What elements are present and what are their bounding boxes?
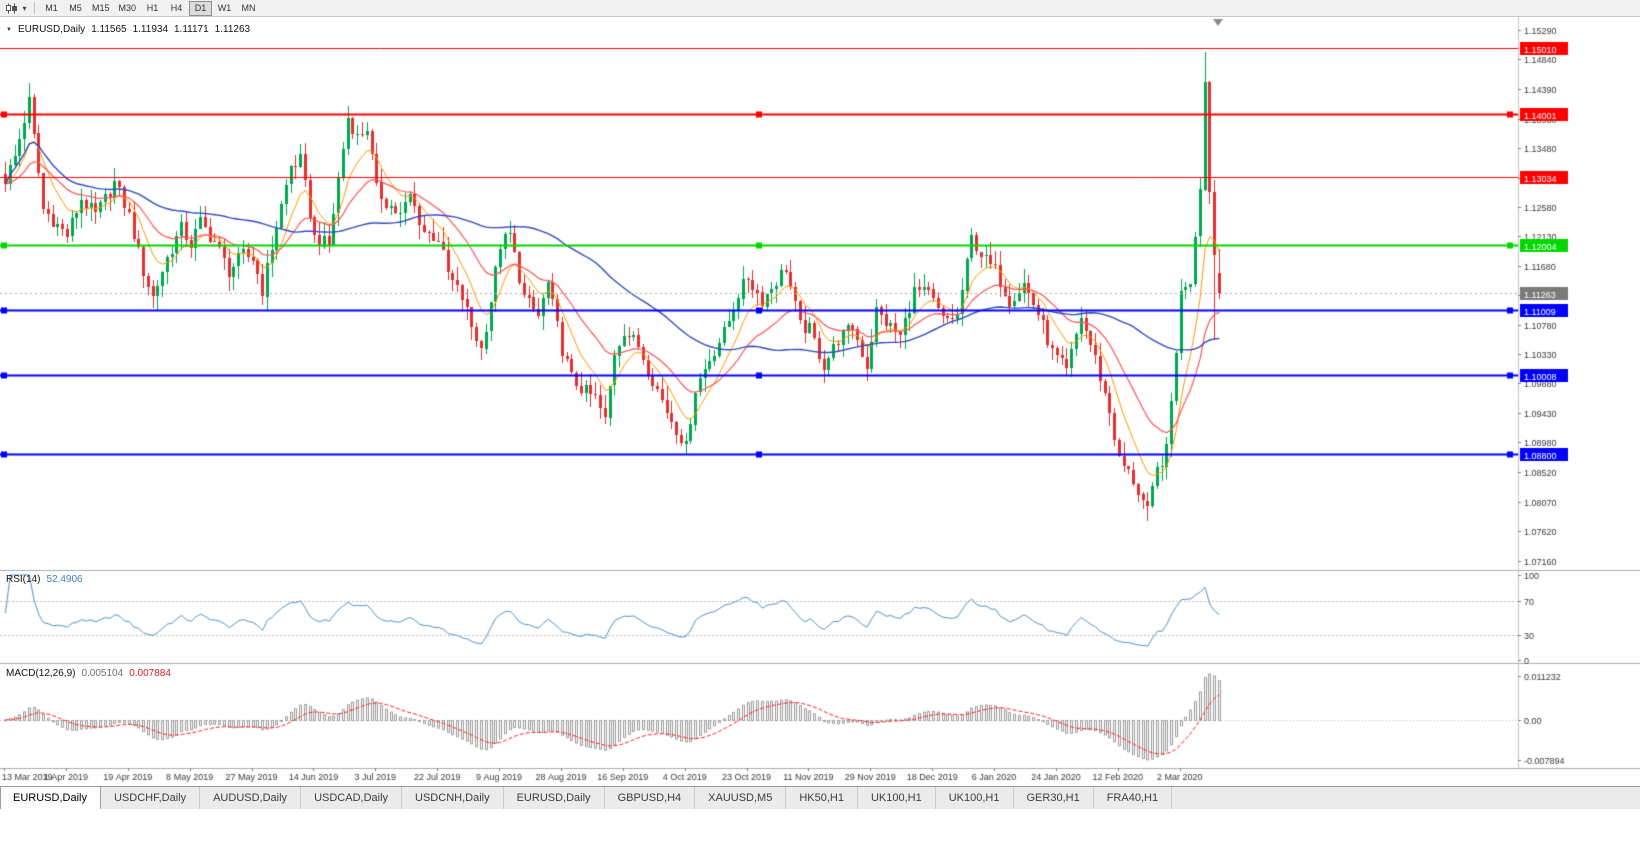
macd-main-value: 0.005104 (81, 668, 124, 679)
rsi-current-value: 52.4906 (46, 574, 83, 585)
timeframe-mn-button[interactable]: MN (237, 1, 260, 16)
timeframe-m5-button[interactable]: M5 (64, 1, 87, 16)
chart-tab-audusd-daily[interactable]: AUDUSD,Daily (200, 787, 302, 809)
timeframe-w1-button[interactable]: W1 (213, 1, 236, 16)
chart-tab-ger30-h1[interactable]: GER30,H1 (1014, 787, 1094, 809)
chart-tab-usdchf-daily[interactable]: USDCHF,Daily (101, 787, 201, 809)
chart-tab-usdcnh-daily[interactable]: USDCNH,Daily (402, 787, 504, 809)
chart-tab-eurusd-daily-2[interactable]: EURUSD,Daily (504, 787, 605, 809)
chart-tab-uk100-h1-2[interactable]: UK100,H1 (936, 787, 1014, 809)
timeframe-h4-button[interactable]: H4 (165, 1, 188, 16)
chart-tab-xauusd-m5[interactable]: XAUUSD,M5 (695, 787, 787, 809)
rsi-name: RSI(14) (6, 574, 41, 585)
top-toolbar: ▾ M1 M5 M15 M30 H1 H4 D1 W1 MN (0, 0, 1640, 17)
chevron-down-icon[interactable]: ▾ (22, 3, 27, 13)
macd-indicator-label: MACD(12,26,9) 0.005104 0.007884 (6, 668, 171, 679)
ohlc-close-value: 1.11263 (214, 24, 251, 35)
chart-tab-hk50-h1[interactable]: HK50,H1 (786, 787, 858, 809)
timeframe-m15-button[interactable]: M15 (88, 1, 114, 16)
chart-ohlc-header: ▼ EURUSD,Daily 1.11565 1.11934 1.11171 1… (6, 24, 250, 35)
chart-tab-eurusd-daily-1[interactable]: EURUSD,Daily (0, 787, 101, 809)
rsi-indicator-label: RSI(14) 52.4906 (6, 574, 83, 585)
ohlc-open-value: 1.11565 (91, 24, 127, 35)
macd-signal-value: 0.007884 (129, 668, 171, 679)
chart-tab-usdcad-daily[interactable]: USDCAD,Daily (301, 787, 403, 809)
toolbar-separator (34, 2, 35, 14)
ohlc-high-value: 1.11934 (132, 24, 168, 35)
chart-tab-uk100-h1-1[interactable]: UK100,H1 (858, 787, 936, 809)
timeframe-d1-button[interactable]: D1 (189, 0, 213, 16)
ohlc-low-value: 1.11171 (174, 24, 209, 35)
timeframe-m30-button[interactable]: M30 (115, 1, 141, 16)
timeframe-m1-button[interactable]: M1 (40, 1, 63, 16)
chart-tab-fra40-h1[interactable]: FRA40,H1 (1094, 787, 1173, 809)
collapse-chart-menu-icon[interactable]: ▼ (6, 26, 12, 33)
chart-tabs-bar: EURUSD,Daily USDCHF,Daily AUDUSD,Daily U… (0, 786, 1640, 809)
chart-tab-gbpusd-h4[interactable]: GBPUSD,H4 (605, 787, 696, 809)
chart-type-candlestick-icon[interactable] (3, 1, 19, 16)
chart-symbol-period: EURUSD,Daily (17, 24, 86, 35)
timeframe-h1-button[interactable]: H1 (141, 1, 164, 16)
macd-name: MACD(12,26,9) (6, 668, 76, 679)
